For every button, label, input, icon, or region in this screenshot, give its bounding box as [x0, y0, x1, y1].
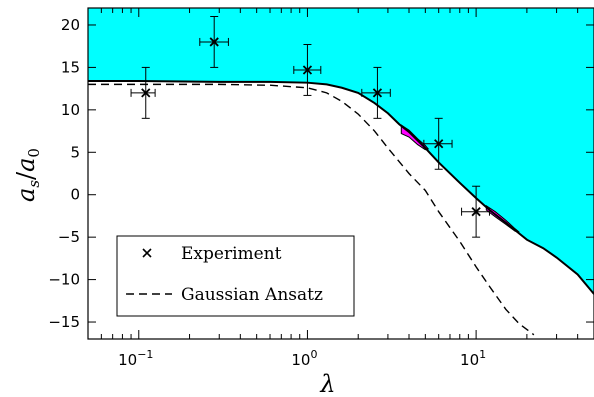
y-tick-label: −10 [48, 271, 80, 289]
marker-stroke-b [302, 65, 313, 75]
x-tick-label: 101 [460, 348, 486, 369]
curves [88, 79, 594, 336]
legend-label-gaussian: Gaussian Ansatz [181, 285, 323, 305]
y-tick-labels: −15 −10 −5 0 5 10 15 20 [48, 16, 80, 331]
y-tick-label: 5 [70, 143, 80, 161]
legend: Experiment Gaussian Ansatz [116, 235, 355, 317]
experiment-point-5 [461, 185, 490, 238]
marker-stroke-b [434, 139, 444, 149]
marker-stroke-b [471, 207, 481, 217]
y-tick-label: 0 [70, 186, 80, 204]
cyan-region [88, 8, 594, 294]
experiment-point-4 [423, 117, 453, 170]
gaussian-ansatz-line [88, 83, 535, 336]
legend-box [116, 235, 355, 317]
experiment-point-0 [130, 66, 156, 119]
marker-stroke-b [209, 37, 219, 47]
y-tick-label: −15 [48, 313, 80, 331]
boundary-line [88, 79, 594, 295]
cyan-fill [88, 8, 594, 294]
experiment-point-3 [361, 66, 391, 119]
plot-frame [87, 7, 594, 340]
legend-label-experiment: Experiment [181, 244, 282, 264]
x-axis-label: λ [319, 370, 335, 397]
y-tick-label: 20 [61, 16, 80, 34]
legend-marker-experiment [142, 248, 152, 258]
x-tick-label: 10−1 [118, 348, 153, 369]
marker-stroke-b [141, 88, 151, 98]
svg-text:as/a0: as/a0 [12, 148, 43, 202]
y-tick-label: 15 [61, 58, 80, 76]
x-tick-label: 100 [291, 348, 317, 369]
marker-stroke-b [372, 88, 383, 98]
experiment-point-1 [199, 15, 229, 68]
axis-ticks [87, 8, 594, 339]
y-tick-label: −5 [58, 228, 80, 246]
y-tick-label: 10 [61, 101, 80, 119]
experiment-points [130, 15, 490, 238]
y-axis-label: as/a0 [12, 148, 43, 202]
x-tick-labels: 10−1 100 101 [118, 348, 486, 369]
experiment-point-2 [293, 43, 322, 96]
